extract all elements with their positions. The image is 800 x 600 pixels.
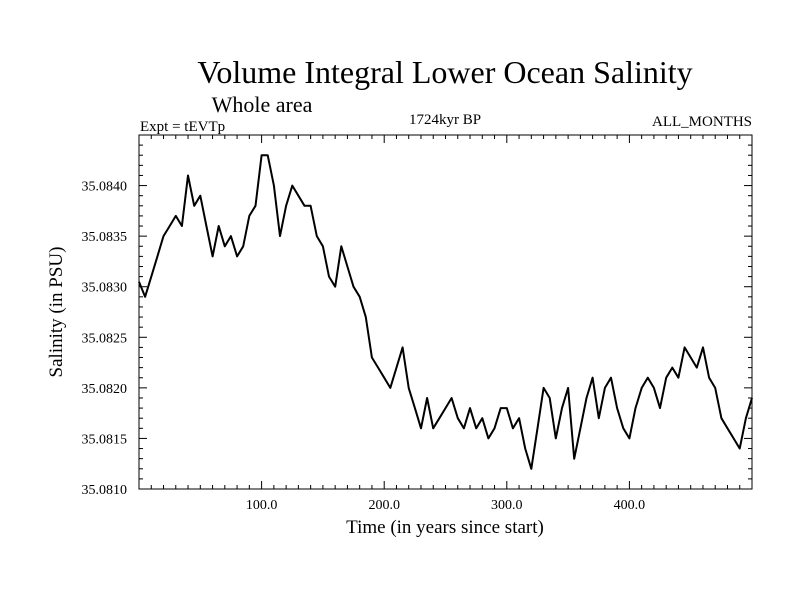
x-tick-label: 100.0 [246, 498, 278, 513]
x-tick-label: 200.0 [368, 498, 400, 513]
y-tick-label: 35.0830 [82, 281, 128, 296]
series-layer [138, 154, 753, 470]
y-tick-label: 35.0810 [82, 483, 128, 498]
months-label: ALL_MONTHS [652, 114, 752, 130]
y-tick-label: 35.0840 [82, 180, 128, 195]
y-tick-label: 35.0835 [82, 230, 128, 245]
series-line [138, 154, 753, 470]
y-tick-label: 35.0815 [82, 432, 128, 447]
x-tick-label: 400.0 [614, 498, 646, 513]
y-tick-label: 35.0825 [82, 331, 128, 346]
chart-title: Volume Integral Lower Ocean Salinity [197, 54, 692, 90]
experiment-label: Expt = tEVTp [140, 119, 225, 135]
period-label: 1724kyr BP [409, 112, 481, 128]
x-axis-label: Time (in years since start) [346, 517, 544, 538]
plot-frame [138, 134, 753, 490]
x-axis: 100.0 200.0 300.0 400.0 [150, 135, 741, 513]
y-tick-label: 35.0820 [82, 382, 128, 397]
y-axis: 35.0810 35.0815 35.0820 35.0825 35.0830 35.08… [82, 144, 752, 498]
x-tick-label: 300.0 [491, 498, 523, 513]
chart-subtitle: Whole area [212, 92, 313, 117]
y-axis-label: Salinity (in PSU) [46, 247, 67, 378]
